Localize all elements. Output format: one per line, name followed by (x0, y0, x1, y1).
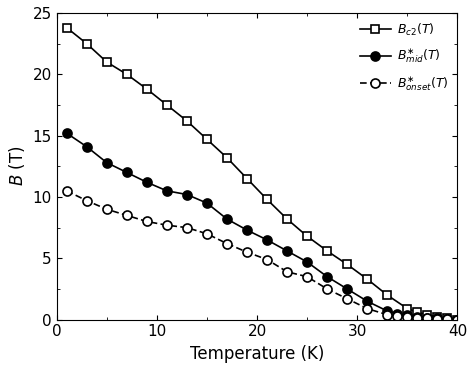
$B^{\ast}_{mid}(T)$ (84, 144, 90, 149)
$B^{\ast}_{mid}(T)$ (104, 160, 109, 165)
$B^{\ast}_{onset}(T)$ (394, 314, 400, 318)
$B_{c2}(T)$ (345, 262, 350, 267)
Line: $B^{\ast}_{mid}(T)$: $B^{\ast}_{mid}(T)$ (62, 129, 462, 324)
$B_{c2}(T)$ (414, 310, 420, 314)
$B^{\ast}_{onset}(T)$ (144, 219, 150, 224)
$B_{c2}(T)$ (104, 60, 109, 64)
$B^{\ast}_{onset}(T)$ (164, 223, 170, 228)
$B^{\ast}_{onset}(T)$ (264, 257, 270, 262)
$B_{c2}(T)$ (164, 103, 170, 107)
$B_{c2}(T)$ (244, 176, 250, 181)
$B_{c2}(T)$ (304, 234, 310, 238)
$B^{\ast}_{onset}(T)$ (284, 270, 290, 274)
$B^{\ast}_{mid}(T)$ (404, 313, 410, 317)
$B^{\ast}_{mid}(T)$ (124, 170, 129, 175)
$B^{\ast}_{onset}(T)$ (104, 207, 109, 211)
$B^{\ast}_{mid}(T)$ (384, 309, 390, 313)
$B^{\ast}_{onset}(T)$ (324, 287, 330, 291)
$B_{c2}(T)$ (84, 41, 90, 46)
$B_{c2}(T)$ (124, 72, 129, 77)
$B^{\ast}_{mid}(T)$ (164, 189, 170, 193)
$B^{\ast}_{onset}(T)$ (365, 306, 370, 311)
$B^{\ast}_{onset}(T)$ (455, 317, 460, 322)
$B^{\ast}_{mid}(T)$ (324, 275, 330, 279)
$B^{\ast}_{mid}(T)$ (64, 131, 70, 135)
$B^{\ast}_{onset}(T)$ (425, 316, 430, 321)
$B_{c2}(T)$ (324, 249, 330, 253)
$B_{c2}(T)$ (365, 277, 370, 281)
$B_{c2}(T)$ (384, 293, 390, 297)
$B^{\ast}_{onset}(T)$ (64, 189, 70, 193)
$B^{\ast}_{onset}(T)$ (345, 297, 350, 301)
Legend: $B_{c2}(T)$, $B^{\ast}_{mid}(T)$, $B^{\ast}_{onset}(T)$: $B_{c2}(T)$, $B^{\ast}_{mid}(T)$, $B^{\a… (355, 17, 454, 98)
$B^{\ast}_{onset}(T)$ (84, 198, 90, 203)
$B^{\ast}_{mid}(T)$ (244, 228, 250, 232)
$B^{\ast}_{onset}(T)$ (414, 316, 420, 320)
$B^{\ast}_{mid}(T)$ (345, 287, 350, 291)
$B_{c2}(T)$ (404, 306, 410, 311)
$B^{\ast}_{mid}(T)$ (425, 316, 430, 320)
$B^{\ast}_{onset}(T)$ (184, 225, 190, 230)
$B^{\ast}_{onset}(T)$ (224, 241, 230, 246)
$B^{\ast}_{onset}(T)$ (404, 315, 410, 319)
$B^{\ast}_{mid}(T)$ (184, 192, 190, 197)
$B_{c2}(T)$ (284, 217, 290, 221)
X-axis label: Temperature (K): Temperature (K) (190, 345, 324, 363)
$B^{\ast}_{onset}(T)$ (304, 275, 310, 279)
$B^{\ast}_{onset}(T)$ (124, 213, 129, 218)
$B_{c2}(T)$ (144, 87, 150, 91)
$B_{c2}(T)$ (264, 197, 270, 202)
$B^{\ast}_{mid}(T)$ (264, 238, 270, 242)
$B^{\ast}_{mid}(T)$ (394, 311, 400, 316)
$B^{\ast}_{onset}(T)$ (244, 250, 250, 255)
$B_{c2}(T)$ (455, 317, 460, 322)
$B_{c2}(T)$ (64, 26, 70, 30)
$B_{c2}(T)$ (425, 313, 430, 317)
$B^{\ast}_{onset}(T)$ (204, 232, 210, 236)
$B^{\ast}_{onset}(T)$ (445, 317, 450, 322)
$B_{c2}(T)$ (204, 137, 210, 141)
Y-axis label: $B$ (T): $B$ (T) (7, 146, 27, 186)
$B^{\ast}_{mid}(T)$ (144, 180, 150, 185)
$B^{\ast}_{mid}(T)$ (445, 317, 450, 321)
$B_{c2}(T)$ (435, 315, 440, 319)
Line: $B_{c2}(T)$: $B_{c2}(T)$ (63, 24, 461, 323)
$B^{\ast}_{mid}(T)$ (365, 299, 370, 303)
$B^{\ast}_{mid}(T)$ (284, 249, 290, 253)
$B^{\ast}_{mid}(T)$ (455, 317, 460, 322)
Line: $B^{\ast}_{onset}(T)$: $B^{\ast}_{onset}(T)$ (62, 186, 462, 324)
$B^{\ast}_{mid}(T)$ (304, 260, 310, 264)
$B^{\ast}_{mid}(T)$ (414, 315, 420, 319)
$B^{\ast}_{mid}(T)$ (224, 217, 230, 221)
$B^{\ast}_{onset}(T)$ (384, 313, 390, 317)
$B^{\ast}_{onset}(T)$ (435, 317, 440, 321)
$B_{c2}(T)$ (445, 316, 450, 321)
$B_{c2}(T)$ (184, 119, 190, 123)
$B^{\ast}_{mid}(T)$ (435, 316, 440, 321)
$B_{c2}(T)$ (224, 155, 230, 160)
$B^{\ast}_{mid}(T)$ (204, 201, 210, 205)
